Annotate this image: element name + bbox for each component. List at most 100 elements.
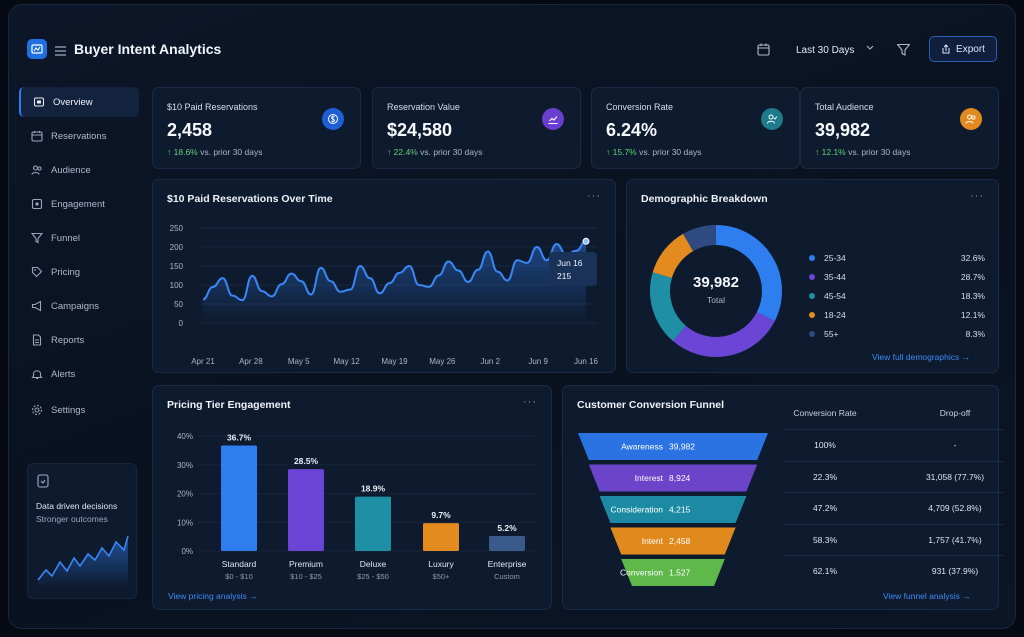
legend-label: 55+ (824, 328, 839, 339)
kpi-value: 2,458 (167, 120, 213, 140)
kpi-card: Conversion Rate 6.24% ↑ 15.7% vs. prior 30… (591, 87, 800, 169)
sidebar-item-reports[interactable]: Reports (19, 325, 139, 355)
reservations-trend-card: $10 Paid Reservations Over Time ··· 0 50 1… (152, 179, 616, 373)
x-tick-label: May 26 (429, 357, 456, 366)
kpi-value: $24,580 (387, 120, 453, 140)
promo-subtitle: Stronger outcomes (36, 514, 108, 524)
legend-label: 45-54 (824, 290, 846, 301)
arrow-up-icon: ↑ (606, 147, 613, 157)
bar[interactable] (489, 536, 525, 551)
donut-slice[interactable] (672, 311, 775, 357)
funnel-rate: 58.3% (812, 534, 838, 545)
filter-icon[interactable] (896, 43, 911, 61)
funnel-drop: 4,709 (52.8%) (928, 503, 982, 513)
sidebar-item-engagement[interactable]: Engagement (19, 189, 139, 219)
bar[interactable] (288, 469, 324, 551)
date-range-select[interactable]: Last 30 Days (788, 36, 880, 64)
kpi-label: Conversion Rate (606, 102, 674, 112)
app-window: Buyer Intent Analytics Last 30 Days Expo… (8, 4, 1016, 629)
y-tick-label: 30% (177, 461, 193, 470)
legend-swatch (809, 292, 815, 299)
bar-sub-label: $50+ (433, 572, 451, 581)
kpi-delta-suffix: vs. prior 30 days (420, 147, 483, 157)
calendar-icon[interactable] (757, 43, 770, 61)
funnel-stage[interactable] (621, 559, 725, 586)
funnel-stage[interactable] (588, 464, 758, 492)
funnel-table-row: 47.2% 4,709 (52.8%) (785, 492, 1003, 523)
legend-item: 35-44 28.7% (809, 267, 985, 286)
sidebar-item-alerts[interactable]: Alerts (19, 359, 139, 389)
legend-percent: 32.6% (960, 252, 985, 263)
x-tick-label: Jun 16 (574, 357, 599, 366)
sidebar-item-settings[interactable]: Settings (19, 395, 139, 425)
y-tick-label: 150 (170, 262, 184, 271)
kpi-label: Total Audience (815, 102, 874, 112)
donut-slice[interactable] (652, 233, 694, 279)
funnel-stage-label: Conversion (620, 568, 663, 578)
legend-label: 25-34 (824, 252, 846, 263)
megaphone-icon (31, 300, 43, 312)
date-range-value: Last 30 Days (796, 44, 855, 56)
chart-up-icon (542, 108, 564, 130)
export-button[interactable]: Export (929, 36, 997, 62)
y-tick-label: 50 (174, 300, 183, 309)
y-tick-label: 10% (177, 518, 193, 527)
arrow-up-icon: ↑ (167, 147, 174, 157)
y-tick-label: 40% (177, 432, 193, 441)
funnel-rate: 100% (814, 440, 836, 450)
highlight-point[interactable] (582, 237, 590, 245)
users-icon (31, 164, 43, 176)
bar-sub-label: $10 - $25 (290, 572, 322, 581)
sidebar-item-label: Pricing (51, 266, 81, 278)
funnel-rate: 62.1% (812, 566, 838, 576)
sidebar-item-pricing[interactable]: Pricing (19, 257, 139, 287)
donut-slice[interactable] (650, 272, 687, 342)
bar[interactable] (355, 496, 391, 551)
kpi-card: Total Audience 39,982 ↑ 12.1% vs. prior 30… (800, 87, 999, 169)
legend-item: 55+ 8.3% (809, 324, 985, 343)
more-options-icon[interactable]: ··· (970, 190, 984, 202)
sidebar-item-label: Alerts (51, 368, 76, 380)
bar-category-label: Standard (222, 559, 257, 569)
users-icon (960, 108, 982, 130)
donut-slice[interactable] (683, 225, 717, 252)
funnel-stage[interactable] (610, 527, 736, 555)
bar-value-label: 28.5% (294, 456, 319, 466)
y-tick-label: 0% (181, 547, 193, 556)
kpi-delta-suffix: vs. prior 30 days (639, 147, 702, 157)
bar-category-label: Enterprise (488, 559, 527, 569)
view-pricing-link[interactable]: View pricing analysis → (168, 591, 258, 601)
kpi-delta-suffix: vs. prior 30 days (848, 147, 911, 157)
sidebar-item-reservations[interactable]: Reservations (19, 121, 139, 151)
tooltip-value: 215 (557, 271, 572, 281)
more-options-icon[interactable]: ··· (587, 190, 601, 202)
sidebar-item-campaigns[interactable]: Campaigns (19, 291, 139, 321)
donut-slice[interactable] (715, 225, 782, 322)
sidebar-item-label: Reports (51, 334, 85, 346)
view-demographics-link[interactable]: View full demographics → (872, 352, 971, 362)
donut-center-value: 39,982 (693, 274, 739, 291)
kpi-delta: ↑ 12.1% vs. prior 30 days (815, 147, 910, 157)
card-title: Pricing Tier Engagement (167, 399, 291, 411)
app-title: Buyer Intent Analytics (74, 41, 222, 57)
pricing-bar-chart: 0% 10% 20% 30% 40% 36.7% Standard $0 - $10 28.5%… (177, 432, 538, 581)
funnel-rate: 47.2% (812, 503, 838, 513)
x-tick-label: May 19 (381, 357, 408, 366)
legend-item: 18-24 12.1% (809, 305, 985, 324)
bar-value-label: 36.7% (227, 432, 252, 442)
funnel-stage[interactable] (599, 496, 747, 523)
legend-percent: 8.3% (965, 328, 985, 339)
funnel-stage[interactable] (578, 433, 768, 460)
bar[interactable] (423, 523, 459, 551)
sidebar-item-funnel[interactable]: Funnel (19, 223, 139, 253)
menu-icon[interactable] (55, 43, 66, 61)
sidebar-item-label: Overview (53, 96, 93, 108)
legend-percent: 18.3% (960, 290, 985, 301)
kpi-card: $10 Paid Reservations 2,458 ↑ 18.6% vs. pr… (152, 87, 361, 169)
more-options-icon[interactable]: ··· (523, 396, 537, 408)
kpi-value: 39,982 (815, 120, 871, 140)
sidebar-item-overview[interactable]: Overview (19, 87, 139, 117)
bar[interactable] (221, 445, 257, 551)
sidebar-item-audience[interactable]: Audience (19, 155, 139, 185)
view-funnel-link[interactable]: View funnel analysis → (883, 591, 971, 601)
